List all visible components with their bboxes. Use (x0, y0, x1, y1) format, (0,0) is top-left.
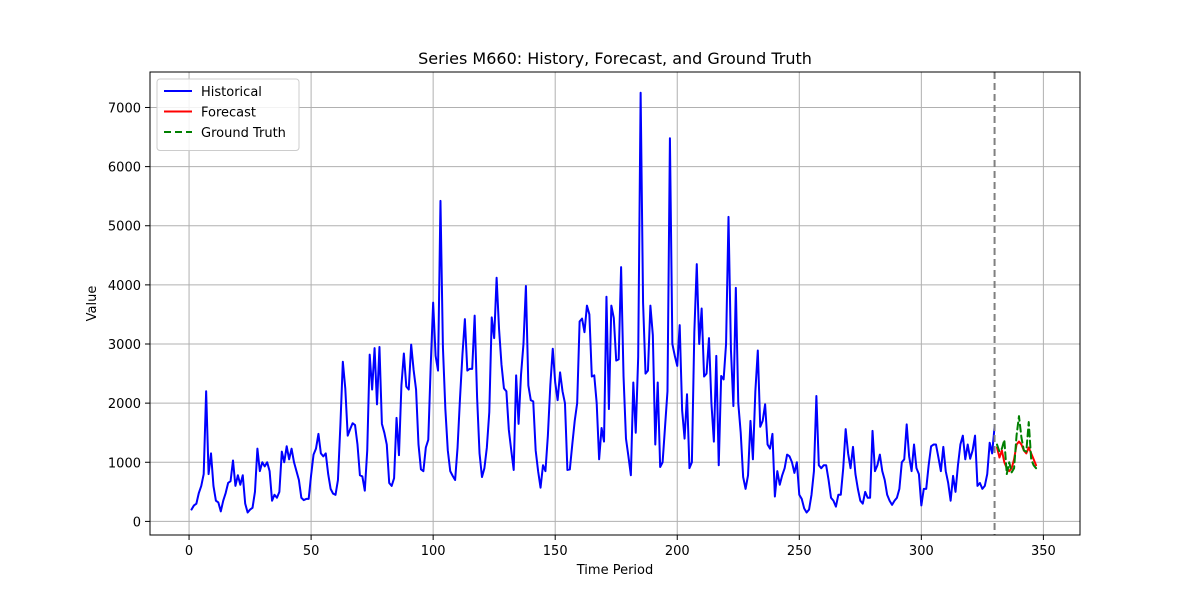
y-tick-label: 5000 (108, 220, 141, 235)
y-axis-label: Value (85, 286, 100, 322)
ground-truth-series-line (996, 415, 1038, 476)
y-tick-label: 6000 (108, 161, 141, 176)
x-tick-label: 100 (421, 544, 446, 559)
x-tick-label: 50 (303, 544, 320, 559)
x-tick-label: 300 (909, 544, 934, 559)
y-tick-label: 3000 (108, 338, 141, 353)
legend-label-forecast: Forecast (201, 106, 256, 121)
x-tick-label: 250 (787, 544, 812, 559)
x-tick-label: 0 (185, 544, 193, 559)
historical-series-line (190, 91, 996, 514)
plot-area-frame (149, 71, 1081, 536)
legend-label-historical: Historical (201, 85, 262, 100)
grid-lines (150, 72, 1080, 535)
legend-box (156, 78, 300, 151)
x-tick-label: 150 (543, 544, 568, 559)
x-axis-ticks: 0 50 100 150 200 250 300 350 (185, 535, 1056, 559)
y-tick-label: 2000 (108, 397, 141, 412)
x-axis-label: Time Period (576, 563, 653, 578)
x-tick-label: 200 (665, 544, 690, 559)
legend-label-ground-truth: Ground Truth (201, 126, 286, 141)
y-tick-label: 4000 (108, 279, 141, 294)
y-tick-label: 7000 (108, 101, 141, 116)
y-tick-label: 0 (133, 515, 141, 530)
series-layer (190, 91, 1038, 514)
x-tick-label: 350 (1031, 544, 1056, 559)
y-tick-label: 1000 (108, 456, 141, 471)
y-axis-ticks: 0 1000 2000 3000 4000 5000 6000 7000 (108, 101, 150, 530)
chart-title: Series M660: History, Forecast, and Grou… (418, 49, 812, 68)
legend: Historical Forecast Ground Truth (156, 78, 300, 151)
